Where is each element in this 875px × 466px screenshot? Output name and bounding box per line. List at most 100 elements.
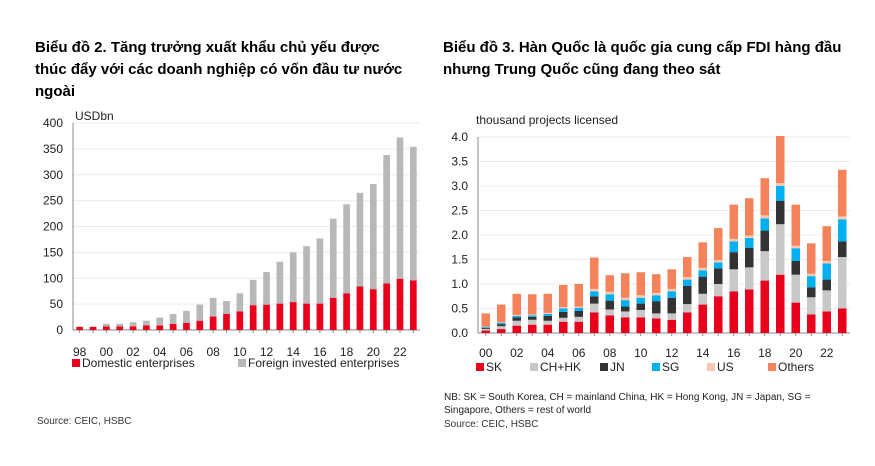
bar-jn-17 [744,247,754,268]
bar-sg-14 [698,270,708,277]
x-tick-label: 10 [233,345,247,359]
x-tick-label: 12 [665,346,679,360]
bar-others-05 [558,284,568,308]
bar-sk-03 [527,324,537,333]
bar-jn-11 [651,301,661,314]
y-tick-label: 0.5 [451,302,468,316]
bar-foreign-invested-enterprises-04 [156,317,164,326]
bar-sg-21 [806,276,816,288]
bar-domestic-enterprises-22 [396,278,404,330]
legend-label: JN [610,360,625,374]
bar-foreign-invested-enterprises-09 [223,301,230,314]
y-tick-label: 3.5 [451,155,468,169]
y-axis-label: thousand projects licensed [476,113,618,127]
bar-sk-16 [729,291,739,333]
bar-us-14 [698,267,708,271]
x-tick-label: 00 [479,346,493,360]
bar-foreign-invested-enterprises-17 [329,218,337,298]
x-tick-label: 08 [603,346,617,360]
bar-us-07 [589,288,599,292]
bar-jn-09 [620,306,630,312]
x-tick-label: 18 [340,345,354,359]
bar-foreign-invested-enterprises-05 [169,313,177,324]
bar-sk-10 [636,317,646,333]
bar-us-23 [837,216,847,220]
bar-us-22 [822,260,832,264]
x-tick-label: 16 [313,345,327,359]
bar-sg-08 [605,294,615,301]
bar-others-07 [589,257,599,289]
bar-others-13 [682,257,692,278]
bar-jn-16 [729,252,739,270]
bar-others-20 [791,204,801,246]
bar-jn-07 [589,296,599,304]
bar-jn-19 [775,200,785,225]
legend-swatch [707,363,715,371]
bar-others-23 [837,169,847,217]
y-tick-label: 300 [43,168,63,182]
bar-domestic-enterprises-08 [209,316,217,330]
bar-sk-00 [481,330,491,333]
bar-foreign-invested-enterprises-14 [289,252,297,303]
bar-ch-hk-00 [481,329,491,331]
bar-foreign-invested-enterprises-12 [263,272,270,305]
y-tick-label: 250 [43,194,63,208]
legend-label: Domestic enterprises [82,356,195,370]
bar-sk-15 [713,296,723,333]
legend-swatch [530,363,538,371]
bar-sg-00 [481,327,491,329]
x-tick-label: 06 [180,345,194,359]
bar-sk-19 [775,274,785,333]
legend-swatch [72,359,80,367]
bar-foreign-invested-enterprises-20 [369,184,377,290]
y-tick-label: 0.0 [451,326,468,340]
bar-domestic-enterprises-15 [303,303,310,330]
bar-sk-20 [791,302,801,333]
legend-label: Foreign invested enterprises [248,356,399,370]
chart-2-note: NB: SK = South Korea, CH = mainland Chin… [444,392,811,416]
chart-2-source: Source: CEIC, HSBC [444,419,539,430]
bar-sk-01 [496,329,506,333]
bar-foreign-invested-enterprises-15 [303,246,310,304]
y-tick-label: 200 [43,220,63,234]
bar-sk-11 [651,318,661,333]
bar-us-16 [729,238,739,242]
bar-us-12 [667,288,677,292]
bar-sk-12 [667,319,677,333]
bar-us-13 [682,277,692,280]
bar-ch-hk-04 [543,320,553,325]
bar-domestic-enterprises-12 [263,304,270,330]
bar-us-17 [744,235,754,238]
bar-domestic-enterprises-10 [236,311,244,330]
bar-domestic-enterprises-02 [129,326,137,330]
bar-ch-hk-15 [713,284,723,297]
bar-sg-20 [791,248,801,261]
bar-sk-21 [806,314,816,333]
bar-jn-21 [806,287,816,298]
bar-sg-06 [574,308,584,311]
bar-domestic-enterprises-21 [383,283,390,330]
x-tick-label: 14 [696,346,710,360]
bar-ch-hk-13 [682,304,692,313]
bar-ch-hk-14 [698,293,708,305]
bar-others-09 [620,273,630,298]
y-axis-label: USDbn [75,109,114,123]
bar-ch-hk-08 [605,309,615,316]
legend-swatch [238,359,246,367]
bar-domestic-enterprises-19 [356,286,364,330]
bar-ch-hk-22 [822,290,832,312]
bar-domestic-enterprises-09 [223,313,230,330]
bar-us-10 [636,295,646,298]
bar-sg-17 [744,237,754,248]
bar-domestic-enterprises-07 [196,320,204,330]
bar-domestic-enterprises-18 [343,293,350,330]
legend-swatch [768,363,776,371]
bar-jn-05 [558,311,568,318]
bar-foreign-invested-enterprises-22 [396,137,404,279]
bar-others-22 [822,226,832,261]
y-tick-label: 1.0 [451,277,468,291]
bar-sg-04 [543,313,553,316]
legend-label: SG [662,360,679,374]
legend-swatch [600,363,608,371]
bar-jn-15 [713,268,723,284]
